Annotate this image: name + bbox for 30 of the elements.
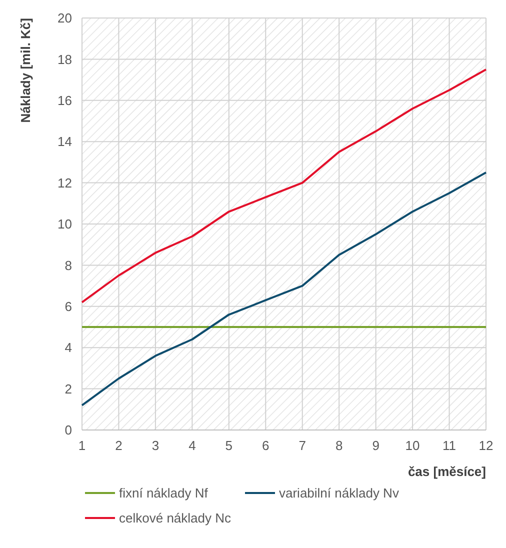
legend-label: fixní náklady Nf (119, 486, 208, 501)
y-tick-label: 2 (64, 381, 72, 396)
y-tick-label: 4 (64, 340, 72, 356)
x-tick-label: 6 (262, 438, 270, 453)
x-tick-label: 12 (478, 438, 494, 453)
y-tick-label: 20 (58, 10, 72, 26)
line-series (81, 68, 487, 304)
y-tick-label: 18 (58, 52, 72, 67)
x-tick-label: 9 (372, 438, 380, 453)
x-tick-label: 4 (188, 438, 196, 453)
x-tick-label: 5 (225, 438, 233, 453)
x-tick-label: 8 (335, 438, 343, 453)
y-tick-label: 12 (58, 175, 72, 190)
legend-label: celkové náklady Nc (119, 510, 232, 526)
y-tick-label: 14 (58, 134, 72, 150)
x-tick-label: 7 (298, 438, 306, 453)
x-tick-label: 3 (152, 438, 160, 453)
x-tick-label: 11 (442, 438, 456, 453)
line-series (81, 172, 487, 406)
x-axis-title: čas [měsíce] (408, 464, 486, 479)
legend-label: variabilní náklady Nv (279, 486, 400, 501)
x-tick-label: 1 (78, 438, 86, 453)
y-tick-label: 10 (58, 216, 72, 232)
y-tick-label: 0 (64, 422, 72, 438)
y-tick-label: 6 (64, 298, 72, 314)
x-tick-label: 10 (405, 438, 420, 453)
y-tick-label: 16 (58, 92, 72, 108)
x-tick-label: 2 (115, 438, 122, 453)
y-axis-title: Náklady [mil. Kč] (18, 18, 33, 123)
y-tick-label: 8 (64, 258, 72, 273)
